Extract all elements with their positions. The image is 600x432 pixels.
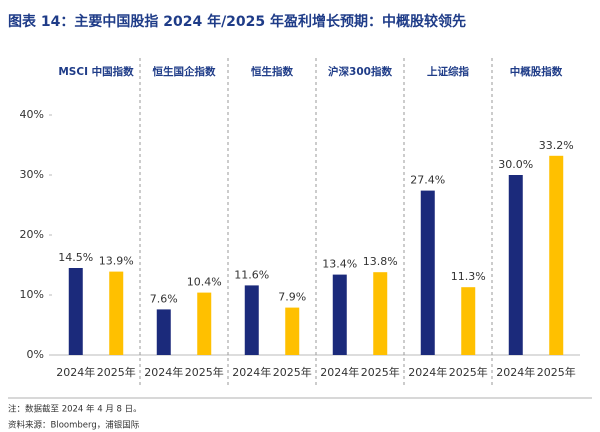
x-tick-label: 2025年 <box>273 365 312 379</box>
y-tick-label: 0% <box>27 348 44 361</box>
x-tick-label: 2024年 <box>56 365 95 379</box>
group-label: 恒生指数 <box>251 65 293 78</box>
bar <box>373 272 388 355</box>
bar <box>332 274 347 355</box>
value-label: 13.4% <box>322 258 357 271</box>
x-tick-label: 2024年 <box>496 365 535 379</box>
group-label: 上证综指 <box>427 65 469 78</box>
bar <box>156 309 171 355</box>
bar <box>244 285 259 355</box>
bar <box>68 268 83 355</box>
bar <box>549 155 564 355</box>
x-tick-label: 2024年 <box>144 365 183 379</box>
x-tick-label: 2025年 <box>97 365 136 379</box>
y-tick-label: 20% <box>20 228 44 241</box>
x-tick-label: 2025年 <box>361 365 400 379</box>
value-label: 30.0% <box>498 158 533 171</box>
x-tick-label: 2025年 <box>185 365 224 379</box>
bar <box>285 307 300 355</box>
value-label: 27.4% <box>410 174 445 187</box>
value-label: 7.6% <box>150 292 178 305</box>
value-label: 11.3% <box>451 270 486 283</box>
value-label: 11.6% <box>234 268 269 281</box>
value-label: 33.2% <box>539 139 574 152</box>
value-label: 10.4% <box>187 276 222 289</box>
group-label: MSCI 中国指数 <box>58 65 134 78</box>
chart-title: 图表 14：主要中国股指 2024 年/2025 年盈利增长预期：中概股较领先 <box>8 13 466 30</box>
y-tick-label: 30% <box>20 168 44 181</box>
bar <box>508 175 523 355</box>
value-label: 13.9% <box>99 255 134 268</box>
y-tick-label: 40% <box>20 108 44 121</box>
group-label: 沪深300指数 <box>328 65 392 78</box>
value-label: 7.9% <box>278 291 306 304</box>
x-tick-label: 2024年 <box>232 365 271 379</box>
bar <box>461 287 476 355</box>
source: 资料来源：Bloomberg，浦银国际 <box>8 420 140 431</box>
x-tick-label: 2025年 <box>449 365 488 379</box>
x-tick-label: 2024年 <box>408 365 447 379</box>
group-label: 中概股指数 <box>510 65 563 78</box>
y-tick-label: 10% <box>20 288 44 301</box>
x-tick-label: 2025年 <box>537 365 576 379</box>
value-label: 13.8% <box>363 255 398 268</box>
bar <box>197 292 212 355</box>
x-tick-label: 2024年 <box>320 365 359 379</box>
bar <box>109 271 124 355</box>
value-label: 14.5% <box>58 251 93 264</box>
bar <box>420 190 435 355</box>
group-label: 恒生国企指数 <box>153 65 216 78</box>
note: 注：数据截至 2024 年 4 月 8 日。 <box>8 404 142 415</box>
